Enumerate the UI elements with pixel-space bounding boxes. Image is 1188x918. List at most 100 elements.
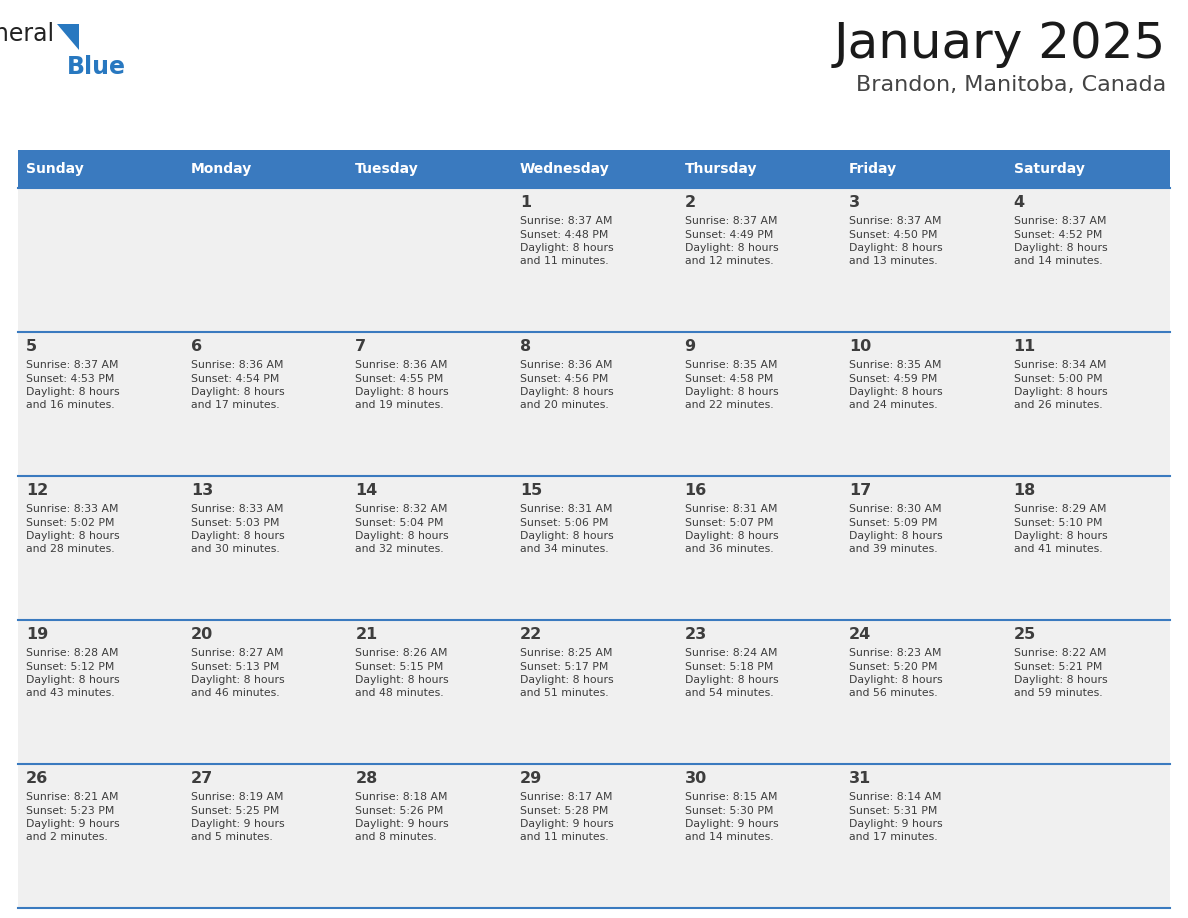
Text: Sunrise: 8:22 AM: Sunrise: 8:22 AM <box>1013 648 1106 658</box>
Bar <box>18 476 183 620</box>
Text: 3: 3 <box>849 195 860 210</box>
Text: Sunrise: 8:24 AM: Sunrise: 8:24 AM <box>684 648 777 658</box>
Text: Sunset: 5:02 PM: Sunset: 5:02 PM <box>26 518 115 528</box>
Text: 10: 10 <box>849 339 871 354</box>
Bar <box>512 764 676 908</box>
Text: and 43 minutes.: and 43 minutes. <box>26 688 115 699</box>
Bar <box>183 620 347 764</box>
Text: Daylight: 8 hours: Daylight: 8 hours <box>684 531 778 541</box>
Text: Daylight: 8 hours: Daylight: 8 hours <box>355 675 449 685</box>
Text: Daylight: 8 hours: Daylight: 8 hours <box>849 675 943 685</box>
Text: Daylight: 8 hours: Daylight: 8 hours <box>191 675 284 685</box>
Bar <box>512 620 676 764</box>
Text: Sunrise: 8:21 AM: Sunrise: 8:21 AM <box>26 792 119 802</box>
Text: Daylight: 8 hours: Daylight: 8 hours <box>355 387 449 397</box>
Bar <box>841 764 1005 908</box>
Text: and 20 minutes.: and 20 minutes. <box>520 400 608 410</box>
Text: Sunset: 5:09 PM: Sunset: 5:09 PM <box>849 518 937 528</box>
Bar <box>1005 332 1170 476</box>
Text: 23: 23 <box>684 627 707 642</box>
Bar <box>512 150 676 188</box>
Text: Sunrise: 8:25 AM: Sunrise: 8:25 AM <box>520 648 613 658</box>
Text: Sunset: 4:59 PM: Sunset: 4:59 PM <box>849 374 937 384</box>
Text: and 54 minutes.: and 54 minutes. <box>684 688 773 699</box>
Text: Sunset: 5:21 PM: Sunset: 5:21 PM <box>1013 662 1102 671</box>
Bar <box>18 764 183 908</box>
Text: Daylight: 8 hours: Daylight: 8 hours <box>26 531 120 541</box>
Text: Sunrise: 8:23 AM: Sunrise: 8:23 AM <box>849 648 942 658</box>
Text: Sunset: 4:55 PM: Sunset: 4:55 PM <box>355 374 444 384</box>
Text: Sunset: 5:03 PM: Sunset: 5:03 PM <box>191 518 279 528</box>
Text: and 36 minutes.: and 36 minutes. <box>684 544 773 554</box>
Bar <box>347 476 512 620</box>
Text: Daylight: 8 hours: Daylight: 8 hours <box>520 387 613 397</box>
Text: Sunrise: 8:36 AM: Sunrise: 8:36 AM <box>191 360 283 370</box>
Text: Sunset: 5:15 PM: Sunset: 5:15 PM <box>355 662 444 671</box>
Text: Monday: Monday <box>191 162 252 176</box>
Text: and 16 minutes.: and 16 minutes. <box>26 400 115 410</box>
Text: Sunset: 5:18 PM: Sunset: 5:18 PM <box>684 662 773 671</box>
Text: 5: 5 <box>26 339 37 354</box>
Text: 20: 20 <box>191 627 213 642</box>
Bar <box>676 764 841 908</box>
Text: Friday: Friday <box>849 162 897 176</box>
Text: Sunset: 5:23 PM: Sunset: 5:23 PM <box>26 805 114 815</box>
Text: and 39 minutes.: and 39 minutes. <box>849 544 937 554</box>
Bar <box>347 764 512 908</box>
Text: and 5 minutes.: and 5 minutes. <box>191 833 272 843</box>
Text: and 30 minutes.: and 30 minutes. <box>191 544 279 554</box>
Text: 15: 15 <box>520 483 542 498</box>
Text: Sunday: Sunday <box>26 162 84 176</box>
Text: and 14 minutes.: and 14 minutes. <box>1013 256 1102 266</box>
Text: Sunset: 4:53 PM: Sunset: 4:53 PM <box>26 374 114 384</box>
Text: Brandon, Manitoba, Canada: Brandon, Manitoba, Canada <box>855 75 1165 95</box>
Text: Sunrise: 8:17 AM: Sunrise: 8:17 AM <box>520 792 613 802</box>
Text: Wednesday: Wednesday <box>520 162 609 176</box>
Text: Sunrise: 8:15 AM: Sunrise: 8:15 AM <box>684 792 777 802</box>
Text: and 12 minutes.: and 12 minutes. <box>684 256 773 266</box>
Text: and 34 minutes.: and 34 minutes. <box>520 544 608 554</box>
Text: Sunrise: 8:31 AM: Sunrise: 8:31 AM <box>684 504 777 514</box>
Text: Daylight: 8 hours: Daylight: 8 hours <box>191 531 284 541</box>
Text: 9: 9 <box>684 339 696 354</box>
Text: 29: 29 <box>520 771 542 786</box>
Text: 2: 2 <box>684 195 696 210</box>
Text: Sunrise: 8:32 AM: Sunrise: 8:32 AM <box>355 504 448 514</box>
Text: and 59 minutes.: and 59 minutes. <box>1013 688 1102 699</box>
Text: Sunrise: 8:37 AM: Sunrise: 8:37 AM <box>26 360 119 370</box>
Text: 28: 28 <box>355 771 378 786</box>
Text: Daylight: 8 hours: Daylight: 8 hours <box>520 675 613 685</box>
Text: and 28 minutes.: and 28 minutes. <box>26 544 115 554</box>
Text: Sunrise: 8:37 AM: Sunrise: 8:37 AM <box>849 216 942 226</box>
Text: Sunset: 5:13 PM: Sunset: 5:13 PM <box>191 662 279 671</box>
Text: 30: 30 <box>684 771 707 786</box>
Text: 7: 7 <box>355 339 366 354</box>
Text: Sunset: 4:56 PM: Sunset: 4:56 PM <box>520 374 608 384</box>
Text: Daylight: 8 hours: Daylight: 8 hours <box>1013 531 1107 541</box>
Text: Sunset: 4:49 PM: Sunset: 4:49 PM <box>684 230 773 240</box>
Text: 25: 25 <box>1013 627 1036 642</box>
Polygon shape <box>57 24 78 50</box>
Text: Daylight: 8 hours: Daylight: 8 hours <box>520 243 613 253</box>
Text: 22: 22 <box>520 627 542 642</box>
Bar <box>841 476 1005 620</box>
Text: Sunset: 5:10 PM: Sunset: 5:10 PM <box>1013 518 1102 528</box>
Text: 17: 17 <box>849 483 871 498</box>
Text: Sunset: 4:50 PM: Sunset: 4:50 PM <box>849 230 937 240</box>
Bar <box>1005 150 1170 188</box>
Bar <box>512 332 676 476</box>
Text: Daylight: 8 hours: Daylight: 8 hours <box>520 531 613 541</box>
Text: Sunrise: 8:28 AM: Sunrise: 8:28 AM <box>26 648 119 658</box>
Text: and 41 minutes.: and 41 minutes. <box>1013 544 1102 554</box>
Bar <box>676 150 841 188</box>
Text: 24: 24 <box>849 627 871 642</box>
Text: Daylight: 8 hours: Daylight: 8 hours <box>684 243 778 253</box>
Bar <box>841 150 1005 188</box>
Text: Sunrise: 8:31 AM: Sunrise: 8:31 AM <box>520 504 613 514</box>
Text: Sunset: 4:58 PM: Sunset: 4:58 PM <box>684 374 773 384</box>
Bar <box>347 150 512 188</box>
Text: Sunrise: 8:36 AM: Sunrise: 8:36 AM <box>355 360 448 370</box>
Text: Daylight: 9 hours: Daylight: 9 hours <box>355 819 449 829</box>
Text: 14: 14 <box>355 483 378 498</box>
Bar <box>1005 620 1170 764</box>
